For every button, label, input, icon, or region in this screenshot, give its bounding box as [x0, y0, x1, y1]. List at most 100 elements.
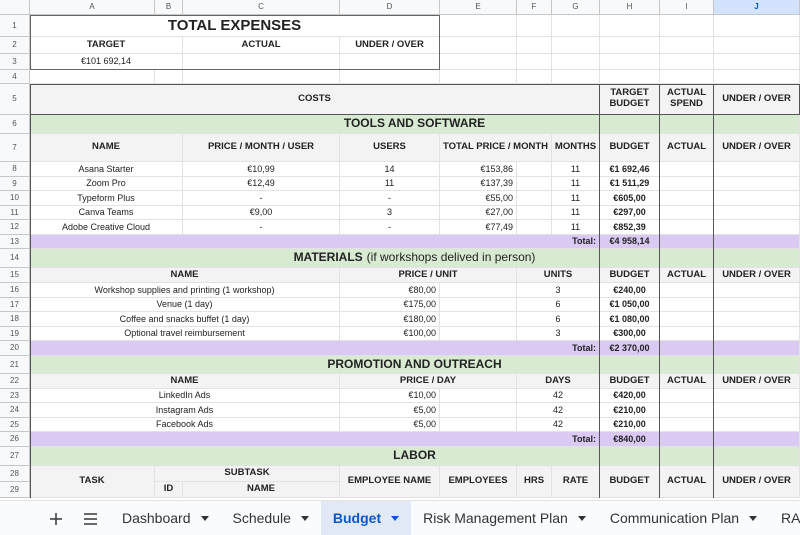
grid-cell [660, 162, 714, 177]
grid-cell [440, 37, 517, 54]
grid-cell [440, 312, 517, 327]
sheet-tab[interactable]: Schedule [221, 501, 321, 535]
row-header[interactable]: 28 [0, 466, 30, 482]
row-header[interactable]: 26 [0, 432, 30, 447]
row-header[interactable]: 8 [0, 162, 30, 177]
grid-cell [660, 220, 714, 235]
cell: €9,00 [183, 206, 340, 220]
sheet-tab[interactable]: Budget [320, 501, 412, 535]
tab-menu-caret[interactable] [749, 515, 758, 521]
sheet-tab-label: Budget [332, 510, 382, 526]
costs-box-border [30, 84, 800, 115]
grid-cell [660, 54, 714, 70]
cell: NAME [30, 374, 340, 389]
column-header[interactable]: H [600, 0, 660, 15]
tab-menu-caret[interactable] [300, 515, 309, 521]
cell: €77,49 [440, 220, 517, 235]
column-header[interactable]: C [183, 0, 340, 15]
row-header[interactable]: 23 [0, 389, 30, 403]
row-header[interactable]: 5 [0, 84, 30, 115]
cell: ACTUAL [183, 37, 340, 54]
column-header[interactable]: J [714, 0, 800, 15]
column-header[interactable]: G [552, 0, 600, 15]
row-header[interactable]: 4 [0, 70, 30, 84]
grid-cell [714, 327, 800, 341]
cell: 11 [552, 162, 600, 177]
cell: EMPLOYEES [440, 466, 517, 498]
column-header[interactable]: E [440, 0, 517, 15]
tab-menu-caret[interactable] [200, 515, 209, 521]
grid-cell [660, 403, 714, 418]
row-header[interactable]: 25 [0, 418, 30, 432]
row-header[interactable]: 17 [0, 298, 30, 312]
row-header[interactable]: 22 [0, 374, 30, 389]
cell: €297,00 [600, 206, 660, 220]
row-header[interactable]: 21 [0, 356, 30, 374]
cell: SUBTASK [155, 466, 340, 482]
cell: UNDER / OVER [714, 466, 800, 498]
row-band [30, 341, 800, 356]
grid-cell [440, 389, 517, 403]
cell: €175,00 [340, 298, 440, 312]
row-header[interactable]: 12 [0, 220, 30, 235]
sheet-tab[interactable]: Dashboard [110, 501, 221, 535]
row-header[interactable]: 19 [0, 327, 30, 341]
all-sheets-button[interactable] [84, 512, 97, 525]
row-header[interactable]: 2 [0, 37, 30, 54]
grid-cell [660, 389, 714, 403]
grid-cell [660, 191, 714, 206]
tab-menu-caret[interactable] [391, 515, 400, 521]
row-band [30, 432, 800, 447]
row-header[interactable]: 7 [0, 134, 30, 162]
cell: UNDER / OVER [714, 134, 800, 162]
row-header[interactable]: 6 [0, 115, 30, 134]
column-header[interactable]: D [340, 0, 440, 15]
cell: €852,39 [600, 220, 660, 235]
add-sheet-button[interactable] [50, 512, 62, 525]
grid-cell [714, 298, 800, 312]
sheet-tab[interactable]: RACI [769, 501, 800, 535]
cell: 3 [517, 283, 600, 298]
row-header[interactable]: 27 [0, 447, 30, 466]
column-header[interactable]: A [30, 0, 155, 15]
row-header[interactable]: 1 [0, 15, 30, 37]
grid-cell [660, 15, 714, 37]
cell: €5,00 [340, 418, 440, 432]
cell: €27,00 [440, 206, 517, 220]
row-header[interactable]: 24 [0, 403, 30, 418]
row-header[interactable]: 3 [0, 54, 30, 70]
column-header[interactable]: I [660, 0, 714, 15]
row-header[interactable]: 11 [0, 206, 30, 220]
sheet-tab[interactable]: Communication Plan [598, 501, 769, 535]
row-header[interactable]: 20 [0, 341, 30, 356]
sheet-tab-label: Dashboard [122, 510, 191, 526]
column-header[interactable]: B [155, 0, 183, 15]
cell: ACTUAL [660, 466, 714, 498]
cell: Zoom Pro [30, 177, 183, 191]
row-header[interactable]: 13 [0, 235, 30, 249]
tab-menu-caret[interactable] [577, 515, 586, 521]
cell: 11 [552, 206, 600, 220]
grid-cell [660, 37, 714, 54]
row-header[interactable]: 29 [0, 482, 30, 498]
row-header[interactable]: 10 [0, 191, 30, 206]
grid-cell [660, 312, 714, 327]
cell: USERS [340, 134, 440, 162]
row-header[interactable]: 16 [0, 283, 30, 298]
cell: - [340, 191, 440, 206]
column-header[interactable]: F [517, 0, 552, 15]
cell: COSTS [30, 84, 600, 115]
grid-cell [552, 15, 600, 37]
grid-cell [660, 177, 714, 191]
row-header[interactable]: 14 [0, 249, 30, 268]
sheet-tab[interactable]: Risk Management Plan [411, 501, 598, 535]
row-header[interactable]: 9 [0, 177, 30, 191]
cell: €180,00 [340, 312, 440, 327]
grid-cell [440, 298, 517, 312]
grid-cell [714, 15, 800, 37]
row-header[interactable]: 18 [0, 312, 30, 327]
sheet-grid: A B C D E F G H I J 1 2 3 4 5 6 7 8 9 10 11 12 13 14 15 16 17 18 19 2… [0, 0, 800, 498]
row-header[interactable]: 15 [0, 268, 30, 283]
cell: Workshop supplies and printing (1 worksh… [30, 283, 340, 298]
grid-cell [714, 206, 800, 220]
